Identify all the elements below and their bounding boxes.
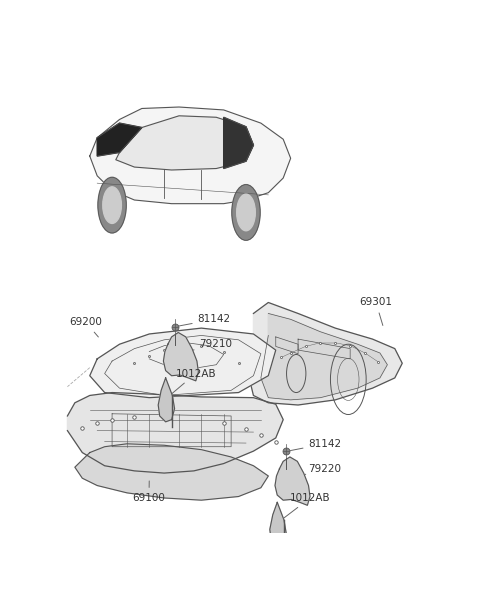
Polygon shape	[67, 392, 283, 473]
Polygon shape	[158, 378, 175, 422]
Polygon shape	[224, 117, 253, 168]
Polygon shape	[75, 444, 268, 500]
Polygon shape	[275, 457, 310, 506]
Text: 81142: 81142	[178, 314, 231, 326]
Polygon shape	[116, 116, 253, 170]
Polygon shape	[90, 328, 276, 398]
Polygon shape	[163, 332, 198, 381]
Text: 69301: 69301	[360, 298, 393, 325]
Polygon shape	[270, 503, 286, 546]
Text: 69200: 69200	[69, 317, 102, 337]
Text: 1012AB: 1012AB	[284, 493, 331, 518]
Circle shape	[237, 194, 255, 231]
Polygon shape	[246, 302, 402, 405]
Text: 79210: 79210	[193, 339, 232, 350]
Polygon shape	[97, 123, 142, 156]
Text: 79220: 79220	[305, 464, 341, 474]
Circle shape	[103, 187, 121, 223]
Circle shape	[98, 177, 126, 233]
Polygon shape	[90, 107, 290, 204]
Text: 1012AB: 1012AB	[172, 368, 216, 394]
Circle shape	[232, 184, 260, 240]
Text: 69100: 69100	[132, 481, 166, 503]
Polygon shape	[261, 313, 387, 400]
Text: 81142: 81142	[290, 439, 342, 450]
